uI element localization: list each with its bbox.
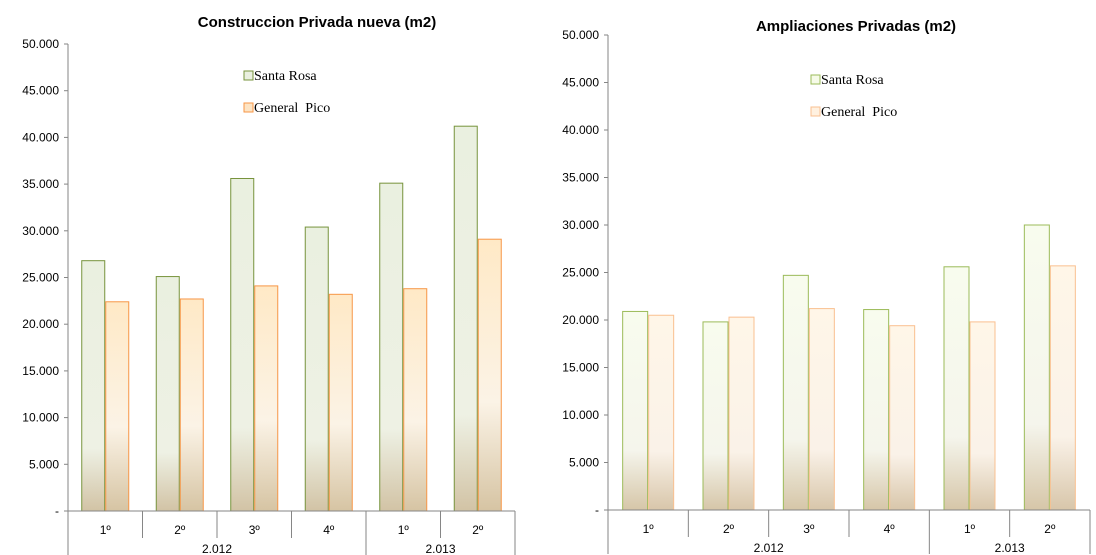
bar-general-pico <box>254 285 279 512</box>
bar-general-pico <box>969 321 996 511</box>
y-axis-ticks: - 5.000 10.000 15.000 20.000 25.000 30.000 35.0… <box>22 37 59 518</box>
y-tick-label: 50.000 <box>562 28 599 42</box>
bars <box>81 125 502 512</box>
x-group-label: 2.013 <box>425 542 455 555</box>
legend-label-santa-rosa: Santa Rosa <box>821 73 884 88</box>
y-tick-label: 25.000 <box>22 271 59 285</box>
legend: Santa Rosa General Pico <box>243 69 330 116</box>
y-tick-label: 40.000 <box>562 123 599 137</box>
x-tick-label: 2º <box>472 523 484 537</box>
legend-label-general-pico: General Pico <box>254 101 330 116</box>
bar-general-pico <box>648 314 675 511</box>
x-group-label: 2.012 <box>202 542 232 555</box>
x-group-label: 2.012 <box>754 541 784 555</box>
x-group-label: 2.013 <box>995 541 1025 555</box>
legend-label-santa-rosa: Santa Rosa <box>254 69 317 84</box>
y-axis-ticks: - 5.000 10.000 15.000 20.000 25.000 30.000 35.0… <box>562 28 599 517</box>
x-axis-labels: 1º 2º 3º 4º 1º 2º 2.012 2.013 <box>643 522 1056 555</box>
x-tick-label: 3º <box>803 522 815 536</box>
bar-santa-rosa <box>622 310 649 511</box>
bars <box>622 224 1076 511</box>
x-tick-label: 4º <box>884 522 896 536</box>
bar-santa-rosa <box>230 177 255 512</box>
axes <box>604 34 1091 554</box>
y-tick-label: - <box>595 503 599 517</box>
x-tick-label: 1º <box>100 523 112 537</box>
x-tick-label: 2º <box>723 522 735 536</box>
bar-santa-rosa <box>863 309 890 511</box>
legend-label-general-pico: General Pico <box>821 105 897 120</box>
y-tick-label: 25.000 <box>562 266 599 280</box>
bar-santa-rosa <box>81 260 106 512</box>
y-tick-label: 30.000 <box>562 218 599 232</box>
legend-swatch-general-pico <box>243 102 254 113</box>
bar-general-pico <box>179 298 204 512</box>
y-tick-label: 30.000 <box>22 224 59 238</box>
bar-santa-rosa <box>379 182 404 512</box>
y-tick-label: 15.000 <box>562 361 599 375</box>
y-tick-label: - <box>55 504 59 518</box>
y-tick-label: 20.000 <box>22 317 59 331</box>
bar-santa-rosa <box>702 321 729 511</box>
bar-general-pico <box>477 238 502 512</box>
bar-santa-rosa <box>782 274 809 511</box>
x-tick-label: 2º <box>1044 522 1056 536</box>
bar-santa-rosa <box>304 226 329 512</box>
bar-general-pico <box>403 288 428 512</box>
chart-ampliaciones-privadas: Ampliaciones Privadas (m2) - 5.000 10.000 1… <box>562 18 1091 555</box>
y-tick-label: 20.000 <box>562 313 599 327</box>
y-tick-label: 45.000 <box>22 84 59 98</box>
bar-general-pico <box>105 301 130 512</box>
legend: Santa Rosa General Pico <box>810 73 897 120</box>
bar-santa-rosa <box>943 266 970 511</box>
y-tick-label: 10.000 <box>562 408 599 422</box>
bar-general-pico <box>328 293 353 512</box>
y-tick-label: 50.000 <box>22 37 59 51</box>
y-tick-label: 5.000 <box>569 456 599 470</box>
y-tick-label: 35.000 <box>562 171 599 185</box>
x-tick-label: 1º <box>964 522 976 536</box>
legend-swatch-santa-rosa <box>810 74 821 85</box>
y-tick-label: 5.000 <box>29 457 59 471</box>
bar-general-pico <box>808 308 835 511</box>
chart-title: Ampliaciones Privadas (m2) <box>756 18 956 35</box>
bar-santa-rosa <box>453 125 478 512</box>
y-tick-label: 40.000 <box>22 130 59 144</box>
bar-santa-rosa <box>155 276 180 512</box>
legend-swatch-general-pico <box>810 106 821 117</box>
x-tick-label: 4º <box>323 523 335 537</box>
chart-title: Construccion Privada nueva (m2) <box>198 14 436 31</box>
x-tick-label: 1º <box>643 522 655 536</box>
y-tick-label: 45.000 <box>562 76 599 90</box>
x-tick-label: 1º <box>398 523 410 537</box>
y-tick-label: 35.000 <box>22 177 59 191</box>
bar-general-pico <box>1049 265 1076 511</box>
x-axis-labels: 1º 2º 3º 4º 1º 2º 2.012 2.013 <box>100 523 484 555</box>
bar-general-pico <box>728 316 755 511</box>
legend-swatch-santa-rosa <box>243 70 254 81</box>
y-tick-label: 15.000 <box>22 364 59 378</box>
bar-general-pico <box>889 325 916 511</box>
chart-construccion-privada: Construccion Privada nueva (m2) - 5.000 10… <box>22 14 516 555</box>
x-tick-label: 3º <box>249 523 261 537</box>
axes <box>64 43 516 555</box>
x-tick-label: 2º <box>174 523 186 537</box>
y-tick-label: 10.000 <box>22 411 59 425</box>
bar-santa-rosa <box>1023 224 1050 511</box>
